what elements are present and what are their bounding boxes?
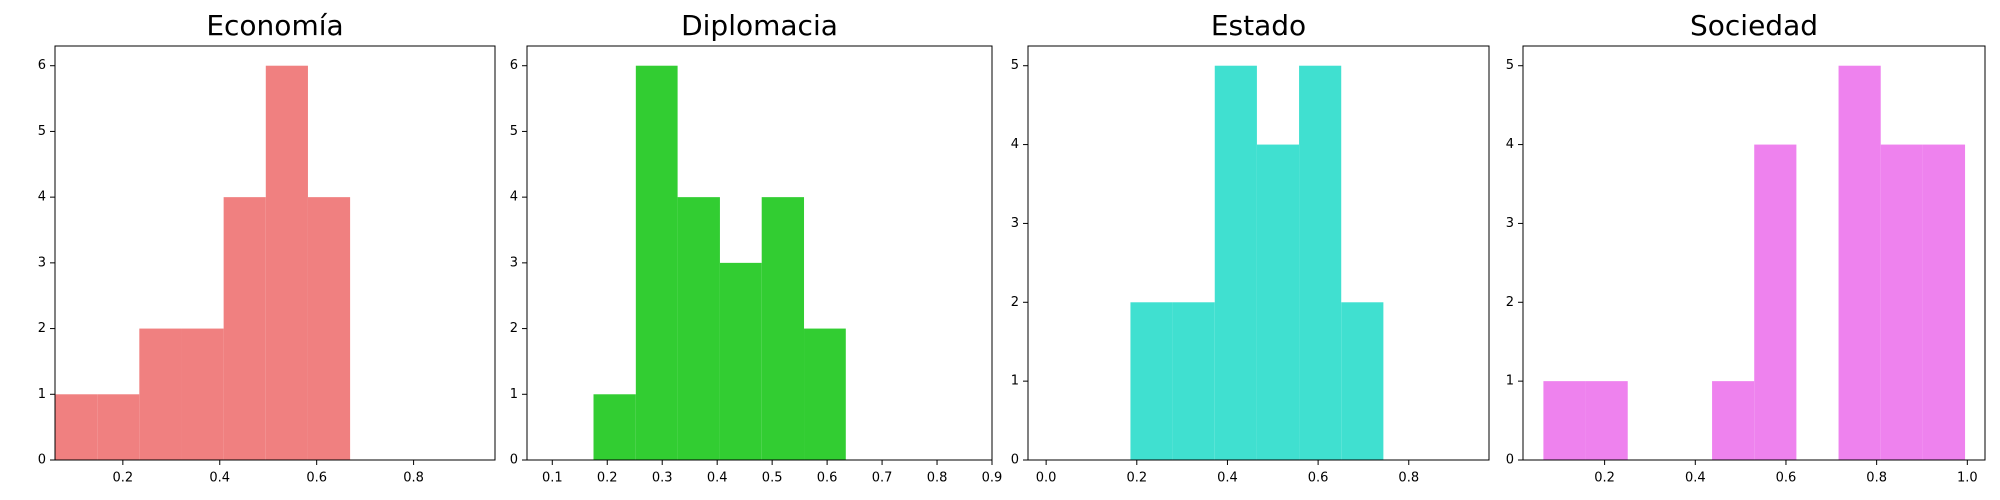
axes-frame: [54, 45, 496, 461]
x-tick-label: 0.2: [597, 471, 618, 486]
y-tick-label: 2: [1506, 295, 1514, 310]
bar: [1838, 65, 1881, 460]
y-tick-label: 0: [38, 453, 46, 468]
bar: [761, 197, 805, 460]
y-tick-label: 3: [1011, 216, 1019, 231]
bar: [719, 262, 762, 460]
bar: [1922, 144, 1966, 461]
x-tick-label: 0.0: [1036, 471, 1057, 486]
bar: [1214, 65, 1257, 460]
x-tick-label: 0.2: [1126, 471, 1147, 486]
axes-frame: [526, 45, 993, 461]
y-tick-label: 3: [38, 255, 46, 270]
y-tick-label: 1: [1506, 374, 1514, 389]
bar: [223, 197, 266, 460]
bar: [1585, 381, 1628, 460]
bar: [1172, 302, 1215, 460]
x-tick-label: 0.2: [112, 471, 133, 486]
y-tick-label: 3: [1506, 216, 1514, 231]
x-tick-label: 0.5: [762, 471, 783, 486]
y-tick-label: 5: [510, 124, 518, 139]
x-tick-label: 0.6: [306, 471, 327, 486]
x-tick-label: 0.6: [817, 471, 838, 486]
x-tick-label: 0.4: [209, 471, 230, 486]
x-tick-label: 0.4: [1685, 471, 1706, 486]
y-tick-label: 5: [38, 124, 46, 139]
bar: [139, 328, 182, 460]
y-tick-label: 5: [1011, 58, 1019, 73]
y-tick-label: 4: [38, 190, 46, 205]
axes-frame: [1522, 45, 1986, 461]
panel-title: Economía: [206, 9, 343, 42]
y-tick-label: 3: [510, 255, 518, 270]
bar: [1880, 144, 1923, 461]
x-tick-label: 0.8: [1866, 471, 1887, 486]
bar: [804, 328, 846, 460]
bar: [635, 65, 678, 460]
bar: [181, 328, 224, 460]
bar: [1341, 302, 1384, 460]
x-tick-label: 0.1: [542, 471, 563, 486]
x-tick-label: 0.7: [872, 471, 893, 486]
bar: [307, 197, 351, 460]
x-tick-label: 0.6: [1776, 471, 1797, 486]
x-tick-label: 0.4: [707, 471, 728, 486]
y-tick-label: 1: [38, 387, 46, 402]
bar: [1754, 144, 1797, 461]
y-tick-label: 0: [510, 453, 518, 468]
x-tick-label: 0.3: [652, 471, 673, 486]
panel-title: Sociedad: [1690, 9, 1818, 42]
bar: [593, 394, 636, 460]
bar: [55, 394, 98, 460]
panel-title: Diplomacia: [681, 9, 838, 42]
y-tick-label: 2: [1011, 295, 1019, 310]
y-tick-label: 2: [38, 321, 46, 336]
x-tick-label: 0.2: [1594, 471, 1615, 486]
panel-title: Estado: [1211, 9, 1306, 42]
y-tick-label: 4: [510, 190, 518, 205]
y-tick-label: 5: [1506, 58, 1514, 73]
y-tick-label: 4: [1011, 137, 1019, 152]
y-tick-label: 0: [1011, 453, 1019, 468]
y-tick-label: 4: [1506, 137, 1514, 152]
bar: [677, 197, 720, 460]
x-tick-label: 0.8: [927, 471, 948, 486]
y-tick-label: 6: [38, 58, 46, 73]
x-tick-label: 0.8: [1398, 471, 1419, 486]
x-tick-label: 1.0: [1957, 471, 1978, 486]
bar: [97, 394, 140, 460]
y-tick-label: 1: [510, 387, 518, 402]
bar: [1299, 65, 1342, 460]
y-tick-label: 2: [510, 321, 518, 336]
bar: [265, 65, 308, 460]
x-tick-label: 0.8: [403, 471, 424, 486]
y-tick-label: 6: [510, 58, 518, 73]
bar: [1543, 381, 1586, 460]
axes-frame: [1027, 45, 1490, 461]
bar: [1130, 302, 1173, 460]
bar: [1712, 381, 1755, 460]
x-tick-label: 0.4: [1217, 471, 1238, 486]
x-tick-label: 0.6: [1308, 471, 1329, 486]
y-tick-label: 1: [1011, 374, 1019, 389]
y-tick-label: 0: [1506, 453, 1514, 468]
bar: [1256, 144, 1300, 461]
x-tick-label: 0.9: [982, 471, 1003, 486]
